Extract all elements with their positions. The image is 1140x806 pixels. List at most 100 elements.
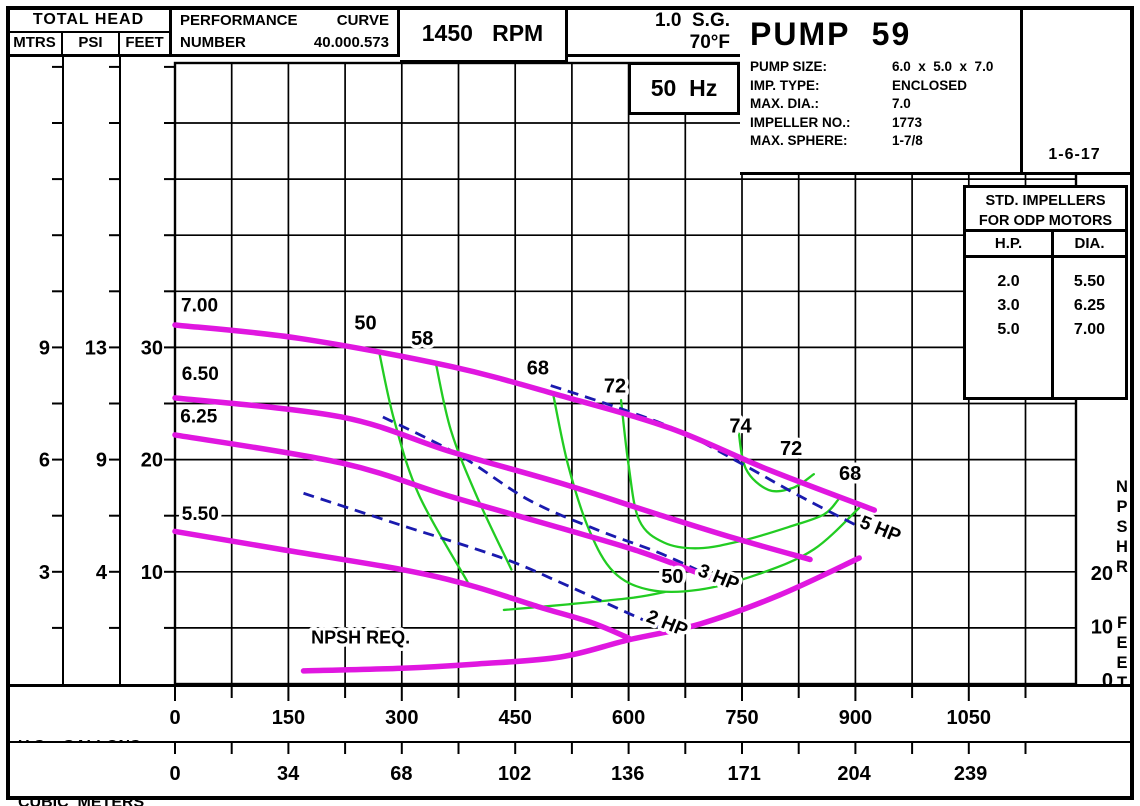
m3h-tick-label: 171 <box>728 763 761 785</box>
feet-column-header: FEET <box>125 34 164 51</box>
gpm-tick-label: 150 <box>272 707 305 729</box>
npsh-req-label-halo: NPSH REQ. <box>311 628 410 648</box>
table-cell: 6.25 <box>1073 297 1106 314</box>
left-scale-ticks <box>52 65 175 629</box>
table-cell: 5.50 <box>1073 273 1106 290</box>
psi-tick-label: 13 <box>85 337 107 359</box>
npsh-axis-letter: R <box>1116 558 1128 576</box>
efficiency-label: 68 <box>839 463 861 485</box>
pump-title: PUMP 59 <box>750 16 912 52</box>
npsh-tick-label: 20 <box>1091 563 1113 585</box>
impeller-dia-label: 6.25 <box>180 407 217 428</box>
npsh-axis-letter: H <box>1116 538 1128 556</box>
impeller-dia-label-halo: 5.50 <box>182 504 219 525</box>
impeller-dia-label: 7.00 <box>181 295 218 316</box>
sg-temp-box: 1.0 S.G. 70°F <box>568 8 740 57</box>
hp-line-3-HP <box>382 415 712 578</box>
impeller-curve-5.50 <box>172 528 632 641</box>
max-sphere-value: 1-7/8 <box>892 133 923 148</box>
efficiency-curve-50 <box>377 350 469 584</box>
npsh-axis-letter: S <box>1116 518 1127 536</box>
impellers-title-line1: STD. IMPELLERS <box>985 193 1106 209</box>
efficiency-label: 74 <box>729 416 752 438</box>
table-cell: 3.0 <box>997 297 1020 314</box>
npsh-tick-label: 0 <box>1102 670 1113 692</box>
efficiency-label: 72 <box>780 438 802 460</box>
feet-tick-label: 20 <box>141 450 163 472</box>
feet-tick-label: 30 <box>141 337 163 359</box>
npsh-req-label: NPSH REQ. <box>311 628 410 648</box>
efficiency-curve-58 <box>434 361 513 571</box>
impeller-curve-7.00 <box>172 322 878 513</box>
mtrs-tick-label: 9 <box>39 337 50 359</box>
number-label: NUMBER <box>180 34 246 51</box>
gpm-ticks <box>174 684 1027 754</box>
pump-size-value: 6.0 x 5.0 x 7.0 <box>892 59 994 74</box>
efficiency-label-halo: 50 <box>354 312 376 334</box>
impeller-curve-6.50 <box>172 395 813 563</box>
impeller-curves <box>172 322 878 674</box>
efficiency-label-halo: 72 <box>780 438 802 460</box>
dia-column-header: DIA. <box>1074 235 1105 252</box>
gpm-tick-label: 600 <box>612 707 645 729</box>
efficiency-label-halo: 68 <box>839 463 861 485</box>
impeller-dia-label-halo: 6.25 <box>180 407 217 428</box>
performance-curve-number-box: PERFORMANCE CURVE NUMBER 40.000.573 <box>172 8 400 57</box>
m3h-tick-label: 204 <box>837 763 871 785</box>
efficiency-label: 50 <box>354 312 376 334</box>
hp-values-column: 2.0 3.0 5.0 <box>966 258 1054 397</box>
rpm-box: 1450 RPM <box>400 8 568 63</box>
efficiency-curve-68 <box>551 392 861 594</box>
m3h-tick-label: 239 <box>954 763 987 785</box>
gpm-tick-labels: 0 150 300 450 600 750 900 1050 0 34 68 102 136 171 204… <box>169 707 991 785</box>
efficiency-label-halo: 68 <box>527 357 549 379</box>
gpm-tick-label: 1050 <box>947 707 992 729</box>
feet-tick-label: 10 <box>141 562 163 584</box>
npsh-tick-label: 10 <box>1091 617 1113 639</box>
npsh-axis-letter: P <box>1116 498 1127 516</box>
max-dia-value: 7.0 <box>892 96 911 111</box>
imp-type-label: IMP. TYPE: <box>750 77 820 93</box>
m3h-tick-label: 34 <box>277 763 300 785</box>
impeller-dia-label-halo: 6.50 <box>182 364 219 385</box>
efficiency-label: 68 <box>527 357 549 379</box>
imp-type-value: ENCLOSED <box>892 77 968 93</box>
efficiency-label: 72 <box>604 375 626 397</box>
impeller-no-value: 1773 <box>892 114 923 130</box>
impellers-title-line2: FOR ODP MOTORS <box>978 213 1113 229</box>
m3h-tick-label: 102 <box>498 763 531 785</box>
m3h-tick-label: 0 <box>169 763 180 785</box>
npsh-req-curve <box>300 555 862 674</box>
efficiency-label: 50 <box>661 566 683 588</box>
max-sphere-label: MAX. SPHERE: <box>750 133 848 148</box>
date-box: 1-6-17 <box>1020 8 1132 175</box>
psi-column-header: PSI <box>63 33 120 54</box>
left-scale-numbers: 9 13 30 6 9 20 3 4 10 <box>39 337 163 583</box>
gpm-tick-label: 0 <box>169 707 180 729</box>
date-value: 1-6-17 <box>1048 146 1101 163</box>
pump-title-box: PUMP 59 PUMP SIZE: 6.0 x 5.0 x 7.0 IMP. T… <box>740 8 1020 175</box>
temperature-value: 70°F <box>689 32 730 53</box>
gpm-tick-label: 900 <box>839 707 872 729</box>
npsh-axis-letter: T <box>1117 674 1127 692</box>
npsh-axis-letter: E <box>1116 654 1127 672</box>
table-cell: 5.0 <box>997 321 1020 338</box>
npsh-axis-letter: N <box>1116 478 1128 496</box>
specific-gravity-value: 1.0 S.G. <box>655 10 730 31</box>
mtrs-tick-label: 6 <box>39 450 50 472</box>
total-head-title: TOTAL HEAD <box>8 8 169 33</box>
efficiency-label-halo: 58 <box>411 328 433 350</box>
mtrs-tick-label: 3 <box>39 562 50 584</box>
left-scale-columns <box>62 57 121 684</box>
gpm-tick-label: 300 <box>385 707 418 729</box>
efficiency-label: 58 <box>411 328 433 350</box>
pump-size-label: PUMP SIZE: <box>750 59 828 74</box>
curve-labels: 7.007.006.506.506.256.255.505.5050505858… <box>177 292 908 651</box>
npsh-axis-letter: F <box>1117 614 1127 632</box>
gpm-tick-label: 450 <box>499 707 532 729</box>
table-cell: 7.00 <box>1073 321 1106 338</box>
impeller-dia-label: 5.50 <box>182 504 219 525</box>
performance-label: PERFORMANCE <box>180 12 298 29</box>
